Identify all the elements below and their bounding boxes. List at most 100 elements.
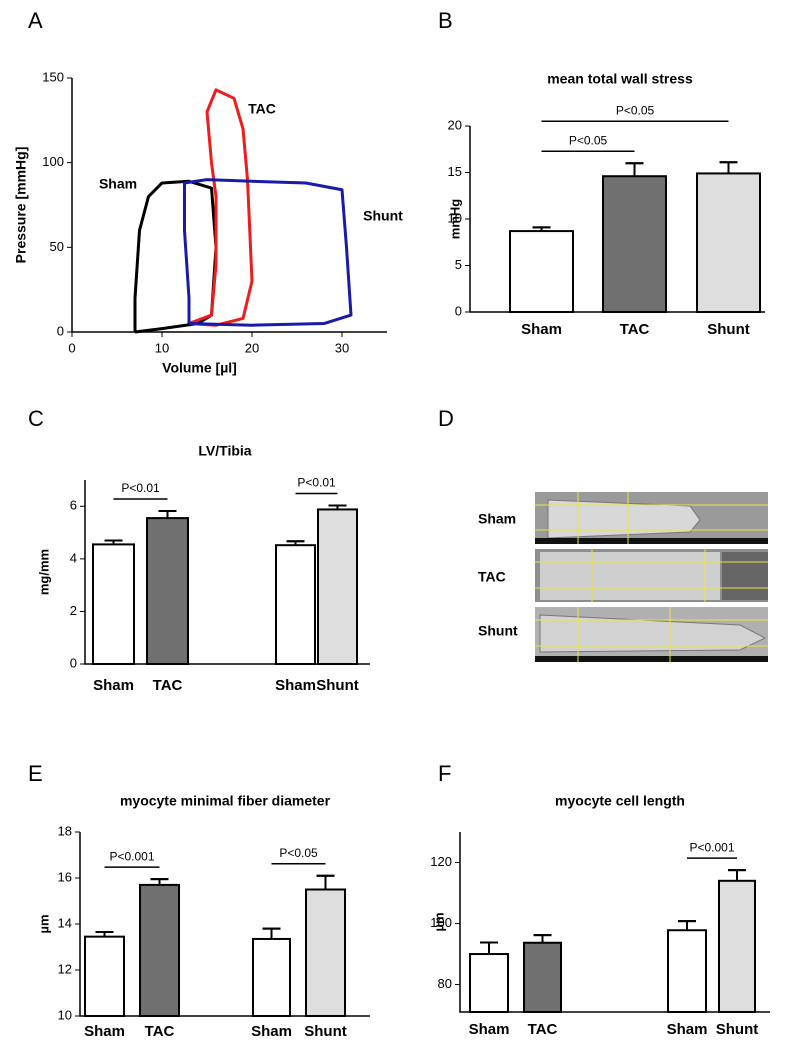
axes <box>459 832 770 1013</box>
panel-letter: D <box>438 406 454 431</box>
y-tick-label: 120 <box>430 854 452 869</box>
chart-title: LV/Tibia <box>198 443 251 459</box>
y-tick-label: 80 <box>438 976 452 991</box>
bar <box>84 935 125 1018</box>
error-bar-upper <box>286 540 305 546</box>
error-bar-upper <box>480 941 498 955</box>
y-tick-label: 100 <box>430 915 452 930</box>
bar <box>275 544 316 666</box>
measure-lines <box>535 492 768 544</box>
error-bar-upper <box>678 920 696 931</box>
error-bar-upper <box>95 931 114 937</box>
panel-letter: E <box>28 761 43 786</box>
row-label: Sham <box>478 511 516 527</box>
chart-title: mean total wall stress <box>547 71 693 87</box>
y-tick-label: 16 <box>58 869 72 884</box>
y-tick-label: 18 <box>58 823 72 838</box>
x-tick-label: Sham <box>469 1021 510 1038</box>
error-bar-upper <box>719 161 738 174</box>
bar <box>317 508 358 665</box>
bar <box>252 937 291 1018</box>
cell <box>540 552 720 600</box>
measure-lines <box>535 549 768 602</box>
y-axis-label: µm <box>431 912 446 931</box>
x-tick-label: Sham <box>251 1023 292 1040</box>
series-label: Sham <box>99 176 137 192</box>
error-bar-upper <box>150 878 169 885</box>
y-axis-label: Pressure [mmHg] <box>13 147 29 264</box>
y-tick-label: 0 <box>455 303 462 318</box>
y-tick-label: 12 <box>58 961 72 976</box>
x-tick-label: TAC <box>620 321 650 338</box>
y-tick-label: 15 <box>448 164 462 179</box>
x-tick-label: TAC <box>145 1023 175 1040</box>
x-tick-label: TAC <box>528 1021 558 1038</box>
significance-label: P<0.01 <box>121 481 160 495</box>
y-axis-label: µm <box>36 914 51 933</box>
significance-label: P<0.05 <box>569 133 608 147</box>
significance-label: P<0.05 <box>616 103 655 117</box>
error-bar-upper <box>328 504 347 510</box>
pv-loop <box>188 88 254 327</box>
error-bar-upper <box>158 510 177 519</box>
x-tick-label: Sham <box>667 1021 708 1038</box>
error-bar-upper <box>625 162 644 177</box>
y-tick-label: 100 <box>42 154 64 169</box>
panel-letter: A <box>28 8 43 33</box>
y-tick-label: 150 <box>42 69 64 84</box>
panel-letter: F <box>438 761 451 786</box>
y-tick-label: 50 <box>50 239 64 254</box>
y-axis-label: mg/mm <box>36 549 51 595</box>
y-tick-label: 6 <box>70 498 77 513</box>
significance-label: P<0.001 <box>689 840 734 854</box>
row-label: Shunt <box>478 623 518 639</box>
bar <box>718 879 756 1013</box>
pv-loop <box>133 179 218 334</box>
bar <box>92 543 135 666</box>
chart-title: myocyte minimal fiber diameter <box>120 793 331 809</box>
error-bar-upper <box>262 927 281 939</box>
error-bar-upper <box>316 874 335 890</box>
bar <box>523 941 562 1014</box>
bar <box>146 517 189 665</box>
series-label: Shunt <box>363 208 403 224</box>
x-tick-label: Sham <box>521 321 562 338</box>
y-tick-label: 14 <box>58 915 72 930</box>
micrograph-dark <box>722 552 768 600</box>
x-tick-label: 10 <box>155 340 169 355</box>
bar <box>139 883 180 1018</box>
y-tick-label: 20 <box>448 117 462 132</box>
y-tick-label: 10 <box>448 210 462 225</box>
measure-lines <box>535 607 768 662</box>
x-tick-label: Sham <box>275 677 316 694</box>
x-tick-label: 20 <box>245 340 259 355</box>
y-tick-label: 0 <box>57 323 64 338</box>
row-label: TAC <box>478 569 506 585</box>
chart-title: myocyte cell length <box>555 793 685 809</box>
y-tick-label: 10 <box>58 1007 72 1022</box>
bar <box>469 953 509 1013</box>
x-tick-label: 30 <box>335 340 349 355</box>
error-bar-upper <box>104 539 123 545</box>
x-tick-label: Sham <box>84 1023 125 1040</box>
bar <box>305 888 346 1017</box>
y-tick-label: 4 <box>70 550 77 565</box>
x-tick-label: 0 <box>68 340 75 355</box>
panel-letter: C <box>28 406 44 431</box>
axes <box>71 78 387 333</box>
significance-label: P<0.05 <box>279 846 318 860</box>
x-tick-label: TAC <box>153 677 183 694</box>
x-tick-label: Shunt <box>707 321 750 338</box>
significance-label: P<0.001 <box>109 849 154 863</box>
x-tick-label: Shunt <box>716 1021 759 1038</box>
cell <box>547 499 701 539</box>
micrograph-panel: D Sham TAC Shunt <box>438 406 768 662</box>
micrograph-edge <box>535 656 768 662</box>
y-axis-label: mmHg <box>447 199 462 240</box>
error-bar-upper <box>533 934 552 943</box>
bar <box>667 929 707 1014</box>
bar <box>509 230 574 313</box>
pv-loop <box>183 178 353 327</box>
panel-letter: B <box>438 8 453 33</box>
